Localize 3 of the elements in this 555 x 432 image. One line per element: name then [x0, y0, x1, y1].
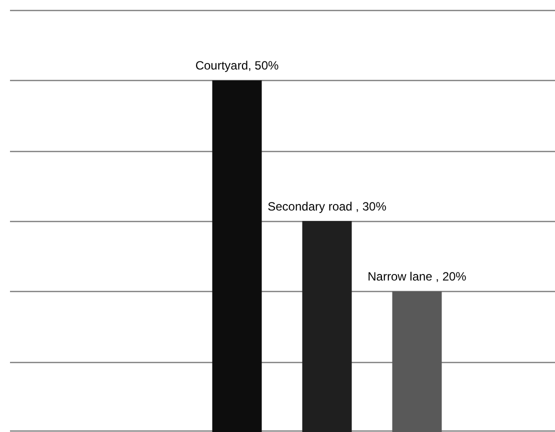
data-label: Courtyard, 50% — [195, 58, 280, 73]
data-label: Narrow lane , 20% — [368, 270, 467, 284]
data-label: Secondary road , 30% — [268, 199, 387, 214]
